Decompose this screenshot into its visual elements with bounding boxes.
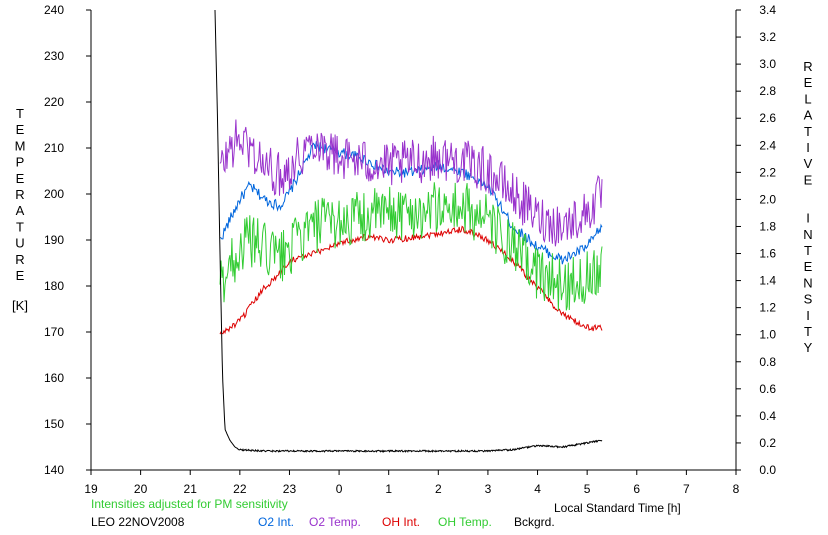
- right-axis-title-char: N: [803, 275, 812, 290]
- x-tick-label: 23: [283, 482, 297, 496]
- legend: Intensities adjusted for PM sensitivity …: [91, 497, 681, 529]
- right-tick-label: 1.4: [759, 274, 776, 288]
- left-axis-title-char: E: [16, 171, 25, 186]
- right-axis-title-char: E: [804, 259, 813, 274]
- left-axis-title-char: A: [16, 203, 25, 218]
- left-tick-label: 210: [44, 141, 64, 155]
- legend-oh-temp: OH Temp.: [438, 515, 492, 529]
- x-tick-label: 22: [233, 482, 247, 496]
- right-axis-title-char: T: [804, 243, 812, 258]
- right-axis-title-char: A: [804, 108, 813, 123]
- left-tick-label: 230: [44, 49, 64, 63]
- left-tick-label: 190: [44, 233, 64, 247]
- right-axis-title-char: V: [804, 156, 813, 171]
- left-axis-title-char: P: [16, 155, 25, 170]
- x-tick-label: 20: [134, 482, 148, 496]
- right-tick-label: 2.8: [759, 84, 776, 98]
- right-axis-title-char: N: [803, 227, 812, 242]
- right-axis-title-char: T: [804, 324, 812, 339]
- right-axis-title-char: I: [806, 308, 810, 323]
- x-tick-label: 0: [336, 482, 343, 496]
- left-axis-title-char: [K]: [12, 298, 28, 313]
- left-tick-label: 220: [44, 95, 64, 109]
- right-tick-label: 3.0: [759, 57, 776, 71]
- left-tick-label: 170: [44, 325, 64, 339]
- left-tick-label: 150: [44, 417, 64, 431]
- x-tick-label: 6: [633, 482, 640, 496]
- left-tick-label: 160: [44, 371, 64, 385]
- legend-o2-temp: O2 Temp.: [309, 515, 361, 529]
- x-axis-title: Local Standard Time [h]: [554, 501, 681, 515]
- x-tick-label: 8: [733, 482, 740, 496]
- right-tick-label: 2.6: [759, 111, 776, 125]
- right-axis-title-char: R: [803, 59, 812, 74]
- series-line-o2-temp-: [219, 119, 603, 247]
- series-line-oh-int-: [219, 225, 603, 335]
- right-tick-label: 0.4: [759, 409, 776, 423]
- legend-o2-int: O2 Int.: [258, 515, 294, 529]
- x-tick-label: 2: [435, 482, 442, 496]
- x-tick-label: 19: [84, 482, 98, 496]
- x-tick-label: 3: [485, 482, 492, 496]
- left-tick-label: 180: [44, 279, 64, 293]
- x-tick-label: 7: [683, 482, 690, 496]
- left-axis-title-char: E: [16, 268, 25, 283]
- right-tick-label: 0.0: [759, 463, 776, 477]
- right-axis-title-char: I: [806, 140, 810, 155]
- right-axis-title-char: S: [804, 292, 813, 307]
- x-tick-label: 5: [584, 482, 591, 496]
- legend-bckgrd: Bckgrd.: [514, 515, 555, 529]
- legend-oh-int: OH Int.: [382, 515, 420, 529]
- sensitivity-note: Intensities adjusted for PM sensitivity: [91, 497, 288, 511]
- right-axis-title-char: I: [806, 211, 810, 226]
- right-tick-label: 2.4: [759, 138, 776, 152]
- right-axis-title-char: T: [804, 124, 812, 139]
- series-line-o2-int-: [219, 141, 603, 265]
- right-tick-label: 1.6: [759, 247, 776, 261]
- right-tick-label: 1.2: [759, 301, 776, 315]
- right-tick-label: 1.8: [759, 219, 776, 233]
- right-tick-label: 0.8: [759, 355, 776, 369]
- left-axis-title-char: R: [15, 252, 24, 267]
- left-axis-title-char: R: [15, 187, 24, 202]
- left-axis-title-char: T: [16, 106, 24, 121]
- right-axis-title-char: E: [804, 75, 813, 90]
- axis-labels: 1401501601701801902002102202302400.00.20…: [12, 3, 813, 496]
- station-label: LEO 22NOV2008: [91, 515, 185, 529]
- left-tick-label: 140: [44, 463, 64, 477]
- left-axis-title-char: U: [15, 236, 24, 251]
- right-axis-title-char: L: [804, 91, 811, 106]
- right-tick-label: 0.6: [759, 382, 776, 396]
- series-line-bckgrd-: [214, 9, 603, 453]
- right-axis-title-char: E: [804, 172, 813, 187]
- left-axis-title-char: T: [16, 219, 24, 234]
- right-axis-title-char: Y: [804, 340, 813, 355]
- x-tick-label: 21: [184, 482, 198, 496]
- series-line-oh-temp-: [219, 182, 603, 311]
- left-tick-label: 200: [44, 187, 64, 201]
- left-axis-title-char: E: [16, 122, 25, 137]
- left-axis-title-char: M: [15, 138, 26, 153]
- right-tick-label: 1.0: [759, 328, 776, 342]
- x-tick-label: 4: [534, 482, 541, 496]
- axes: [86, 9, 741, 475]
- left-tick-label: 240: [44, 3, 64, 17]
- right-tick-label: 2.0: [759, 192, 776, 206]
- right-tick-label: 3.4: [759, 3, 776, 17]
- right-tick-label: 0.2: [759, 436, 776, 450]
- x-tick-label: 1: [385, 482, 392, 496]
- right-tick-label: 3.2: [759, 30, 776, 44]
- series-layer: [214, 9, 603, 453]
- right-tick-label: 2.2: [759, 165, 776, 179]
